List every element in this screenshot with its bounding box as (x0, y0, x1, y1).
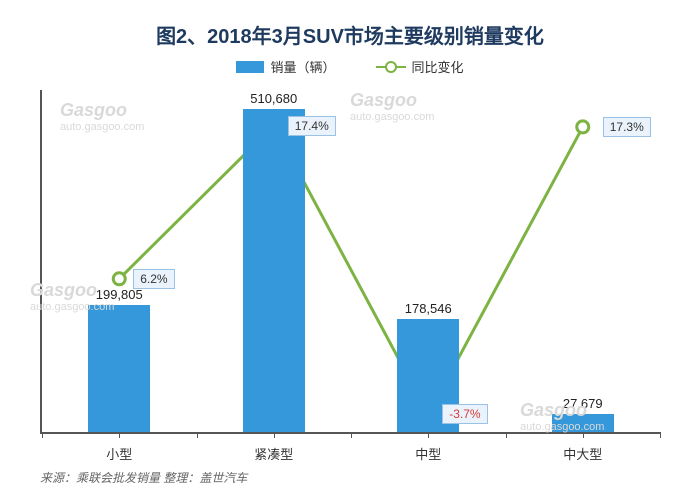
legend-line: 同比变化 (376, 57, 464, 76)
chart-title: 图2、2018年3月SUV市场主要级别销量变化 (0, 0, 700, 49)
bar: 27,679 (552, 414, 614, 432)
bar: 199,805 (88, 305, 150, 432)
line-marker (113, 273, 125, 285)
category-label: 中型 (415, 444, 441, 463)
legend-bar: 销量（辆） (236, 57, 335, 76)
line-swatch (376, 66, 406, 68)
bar: 510,680 (243, 109, 305, 432)
chart-container: 图2、2018年3月SUV市场主要级别销量变化 销量（辆） 同比变化 199,8… (0, 0, 700, 504)
pct-label: 17.3% (603, 117, 651, 137)
bar-swatch (236, 61, 264, 73)
trend-line (119, 126, 583, 415)
source-text: 来源：乘联会批发销量 整理：盖世汽车 (40, 469, 247, 486)
category-label: 紧凑型 (254, 444, 293, 463)
bar-value-label: 27,679 (552, 396, 614, 411)
pct-label: 6.2% (133, 269, 174, 289)
bar-value-label: 178,546 (397, 301, 459, 316)
bar-value-label: 510,680 (243, 91, 305, 106)
pct-label: 17.4% (288, 116, 336, 136)
bar-value-label: 199,805 (88, 287, 150, 302)
category-label: 小型 (106, 444, 132, 463)
legend: 销量（辆） 同比变化 (0, 57, 700, 76)
plot-area: 199,805小型6.2%510,680紧凑型17.4%178,546中型-3.… (40, 90, 660, 434)
legend-bar-label: 销量（辆） (270, 57, 335, 76)
category-label: 中大型 (563, 444, 602, 463)
pct-label: -3.7% (442, 404, 487, 424)
legend-line-label: 同比变化 (412, 57, 464, 76)
line-marker (577, 121, 589, 133)
